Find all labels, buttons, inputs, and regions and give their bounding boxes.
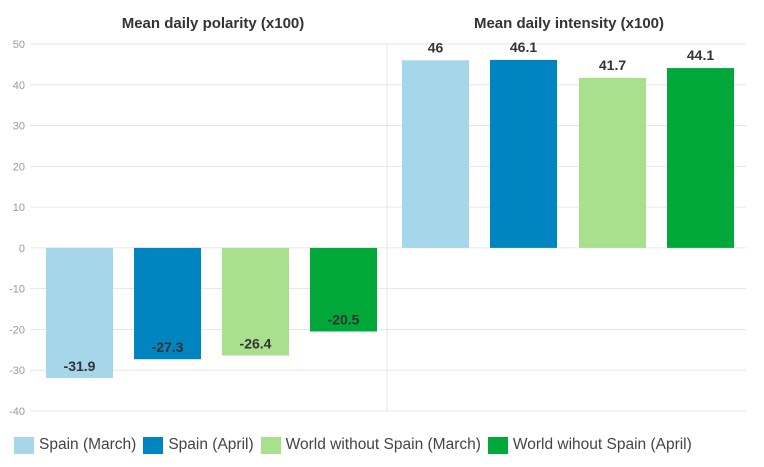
bars	[46, 59, 734, 378]
data-label: 46.1	[510, 39, 537, 55]
bar-polarity-4	[310, 247, 377, 332]
bar-intensity-2	[490, 59, 557, 248]
bar-intensity-4	[667, 68, 734, 248]
chart: 50 40 30 20 10 0 -10 -20 -30 -40 Mean daily polar…	[9, 15, 746, 418]
y-tick-label: 10	[13, 202, 25, 214]
data-labels: -31.9 -27.3 -26.4 -20.5 46 46.1 41.7 44.1	[64, 39, 715, 374]
legend-label: World wihout Spain (April)	[512, 436, 692, 453]
intensity-chart-title: Mean daily intensity (x100)	[474, 15, 664, 32]
legend-swatch	[143, 436, 164, 454]
y-tick-label: 30	[13, 121, 25, 133]
polarity-chart-title: Mean daily polarity (x100)	[122, 15, 305, 32]
y-tick-label: -10	[9, 284, 25, 296]
data-label: 41.7	[599, 57, 626, 73]
legend-swatch	[487, 436, 508, 454]
y-tick-label: 0	[19, 243, 25, 255]
data-label: -31.9	[64, 358, 96, 374]
legend-label: World without Spain (March)	[285, 436, 481, 453]
y-tick-label: -20	[9, 324, 25, 336]
data-label: -27.3	[152, 339, 184, 355]
y-tick-label: -40	[9, 406, 25, 418]
legend-item-world-march[interactable]: World without Spain (March)	[260, 436, 481, 454]
y-axis: 50 40 30 20 10 0 -10 -20 -30 -40	[9, 39, 25, 418]
bar-polarity-3	[222, 247, 289, 356]
legend-item-spain-april[interactable]: Spain (April)	[143, 436, 254, 454]
bar-intensity-3	[579, 77, 646, 248]
legend-label: Spain (April)	[168, 436, 254, 453]
y-tick-label: 40	[13, 80, 25, 92]
legend: Spain (March) Spain (April) World withou…	[14, 432, 754, 458]
legend-item-spain-march[interactable]: Spain (March)	[14, 436, 136, 454]
data-label: -20.5	[328, 311, 360, 327]
legend-swatch	[14, 436, 34, 454]
y-tick-label: 20	[13, 161, 25, 173]
y-tick-label: -30	[9, 365, 25, 377]
data-label: 44.1	[687, 47, 714, 63]
bar-polarity-1	[46, 247, 113, 378]
bar-polarity-2	[134, 247, 201, 360]
legend-label: Spain (March)	[39, 436, 137, 453]
y-tick-label: 50	[13, 39, 25, 51]
legend-item-world-april[interactable]: World wihout Spain (April)	[487, 436, 692, 454]
data-label: -26.4	[240, 336, 272, 352]
data-label: 46	[428, 39, 444, 55]
legend-swatch	[260, 436, 281, 454]
bar-intensity-1	[402, 60, 469, 248]
